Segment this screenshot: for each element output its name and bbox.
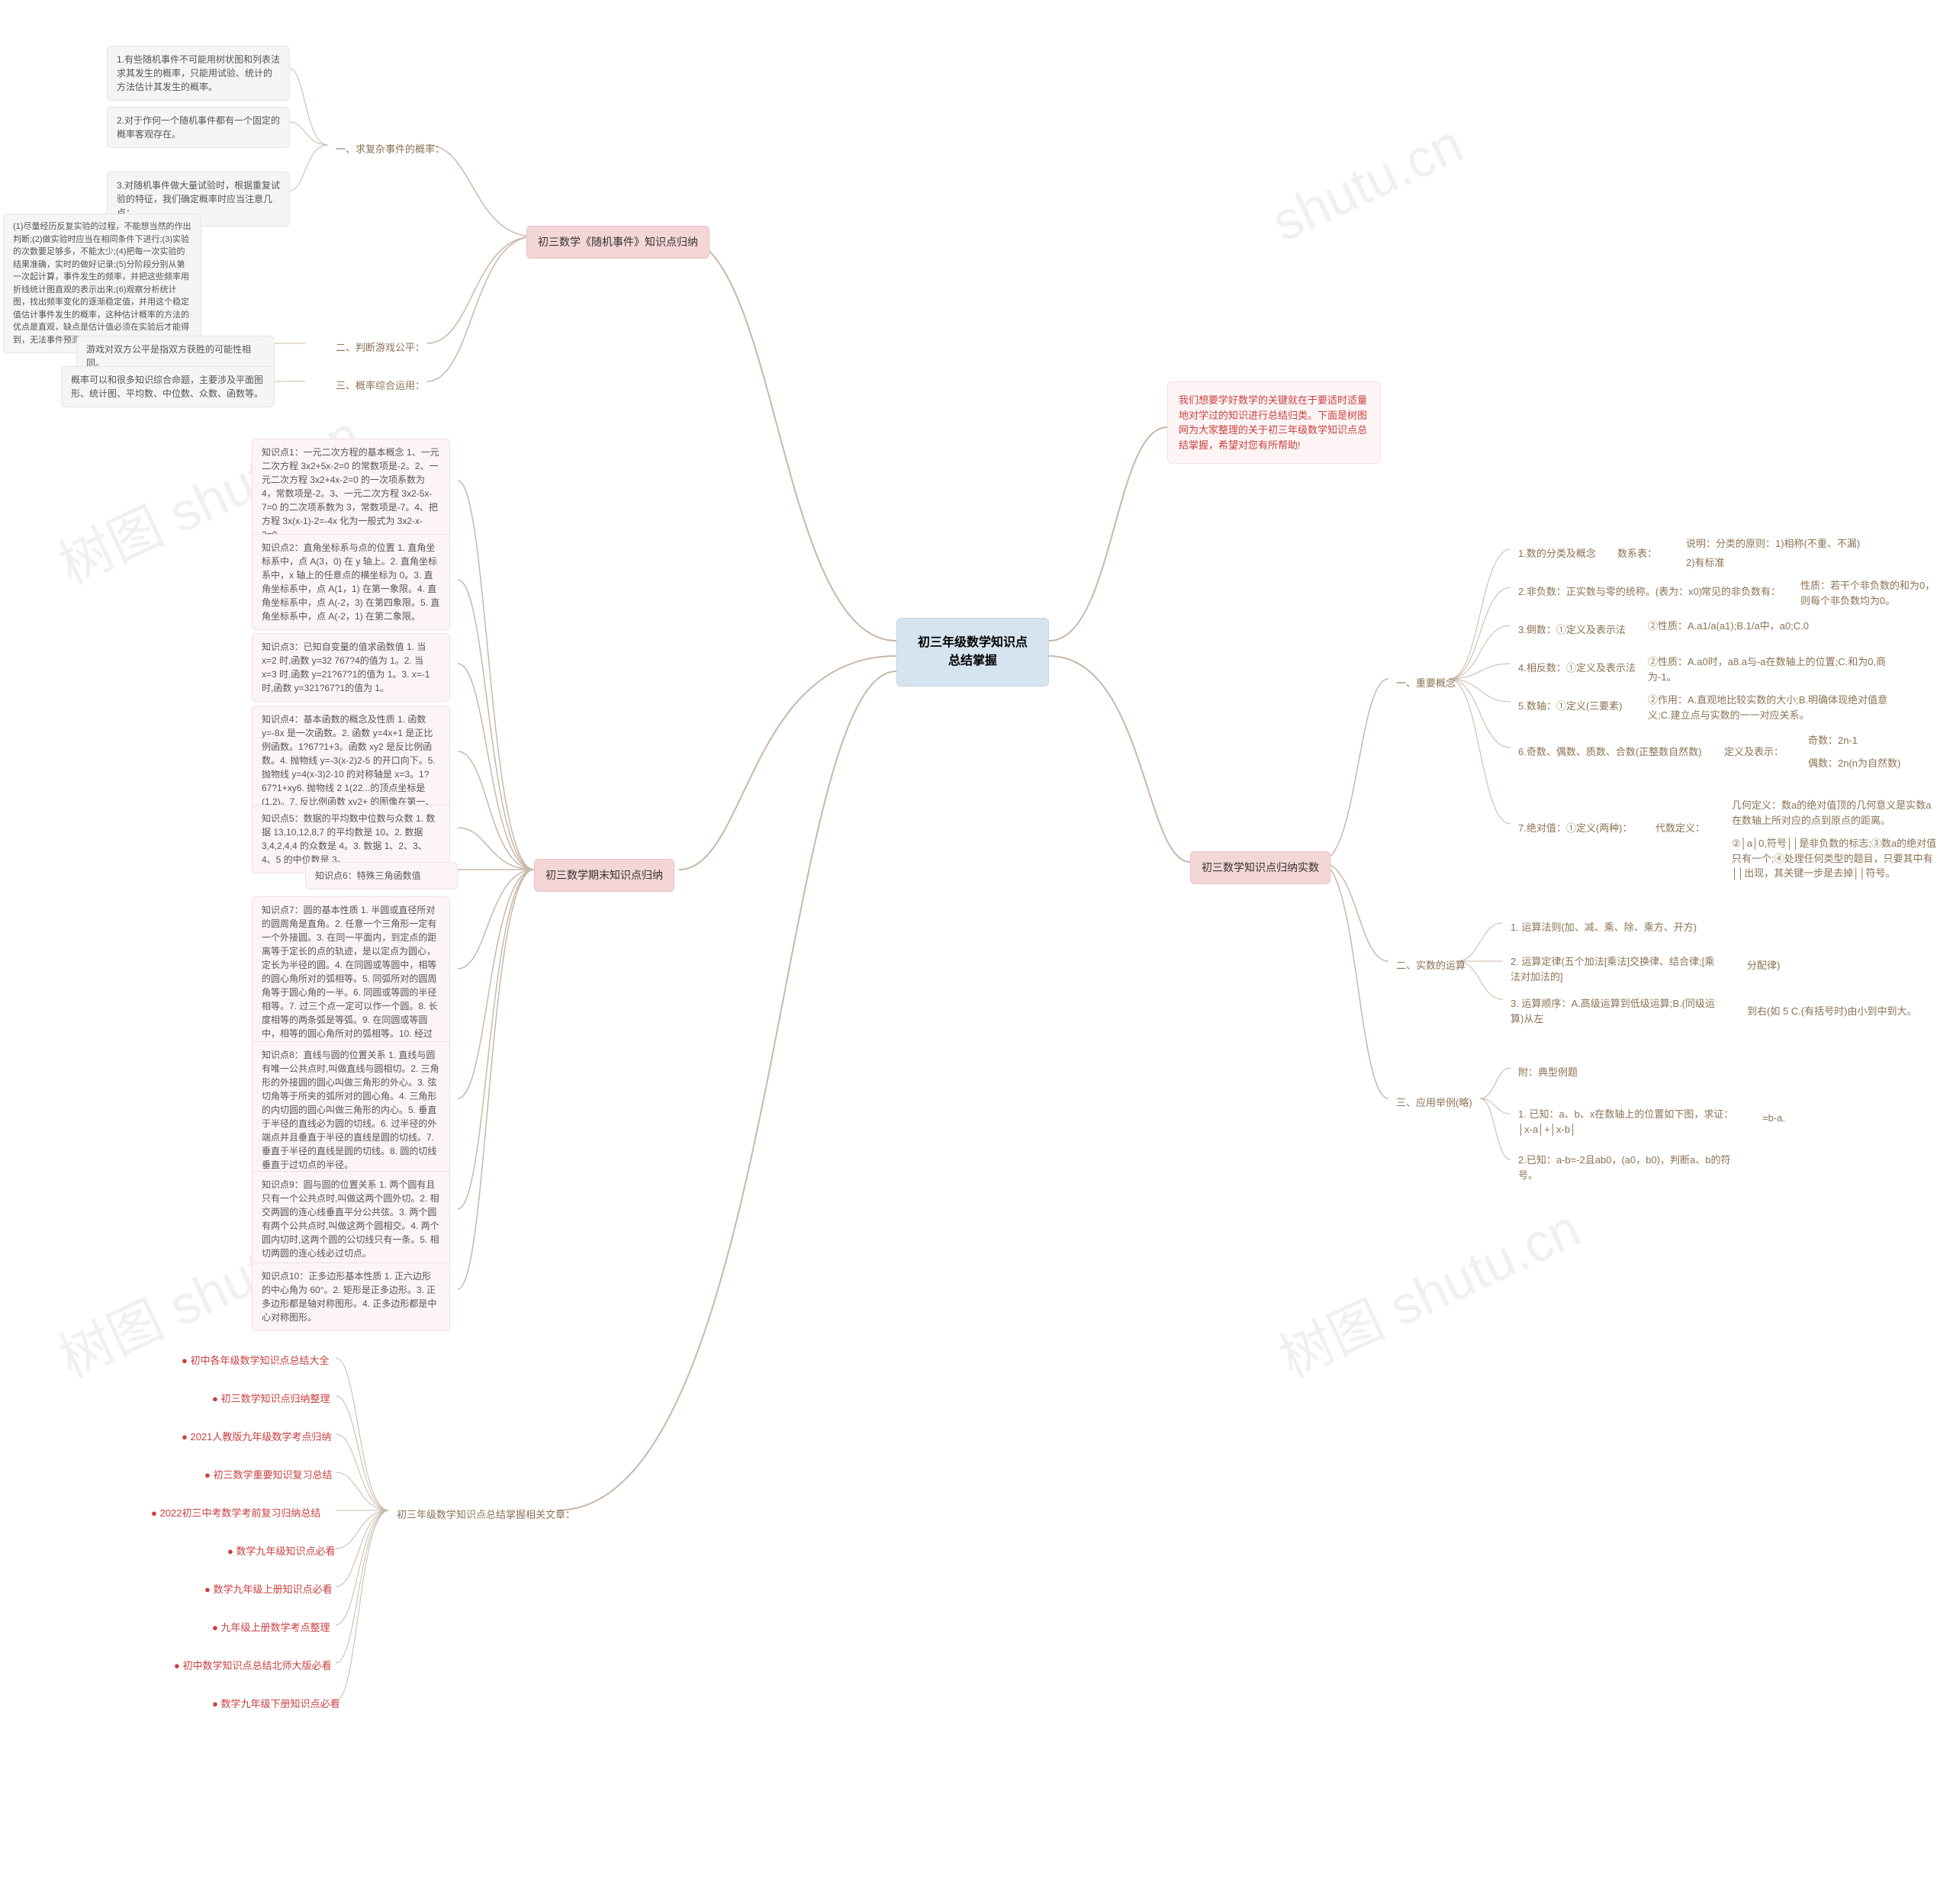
- b3-s1-6a: 定义及表示：: [1717, 740, 1791, 764]
- b1-1-2: 2.对于作何一个随机事件都有一个固定的概率客观存在。: [107, 107, 290, 148]
- b2-k6: 知识点6：特殊三角函数值: [305, 862, 458, 889]
- b3-s1-7: 7.绝对值：①定义(两种)：: [1511, 816, 1640, 841]
- b3-s1-2: 2.非负数：正实数与零的统称。(表为：x0): [1511, 580, 1710, 604]
- b3-s3a: 附：典型例题: [1511, 1060, 1585, 1085]
- b3-s1-7c: ②│a│0,符号││是非负数的标志;③数a的绝对值只有一个;④处理任何类型的题目…: [1724, 831, 1945, 886]
- b1-3-detail: 概率可以和很多知识综合命题，主要涉及平面图形、统计图、平均数、中位数、众数、函数…: [61, 366, 275, 407]
- b3-s2: 二、实数的运算: [1388, 954, 1473, 978]
- b3-s3: 三、应用举例(略): [1388, 1091, 1480, 1115]
- b2-k7: 知识点7：圆的基本性质 1. 半圆或直径所对的圆周角是直角。2. 任意一个三角形…: [252, 896, 450, 1061]
- b3-s1-5a: ②作用：A.直观地比较实数的大小;B.明确体现绝对值意义;C.建立点与实数的一一…: [1640, 688, 1900, 727]
- b3-s2-1: 1. 运算法则(加、减、乘、除、乘方、开方): [1503, 915, 1704, 940]
- link-3[interactable]: 初三数学重要知识复习总结: [198, 1465, 338, 1486]
- b3-s1-2b: 性质：若干个非负数的和为0，则每个非负数均为0。: [1793, 574, 1945, 613]
- b3-s1: 一、重要概念: [1388, 671, 1463, 696]
- b3-s1-3a: ②性质：A.a1/a(a1);B.1/a中，a0;C.0: [1640, 614, 1816, 638]
- link-8[interactable]: 初中数学知识点总结北师大版必看: [168, 1655, 337, 1677]
- b2-k9: 知识点9：圆与圆的位置关系 1. 两个圆有且只有一个公共点时,叫做这两个圆外切。…: [252, 1171, 450, 1267]
- b2-k10: 知识点10：正多边形基本性质 1. 正六边形的中心角为 60°。2. 矩形是正多…: [252, 1262, 450, 1331]
- b1-1-3-detail: (1)尽量经历反复实验的过程，不能想当然的作出判断;(2)做实验时应当在相同条件…: [3, 214, 201, 353]
- b3-s1-4: 4.相反数：①定义及表示法: [1511, 656, 1643, 680]
- b3-s3-1a: =b-a.: [1755, 1106, 1793, 1130]
- b3-s1-4a: ②性质：A.a0时，a8.a与-a在数轴上的位置;C.和为0,商为-1。: [1640, 650, 1900, 689]
- b3-s1-7b: 几何定义：数a的绝对值顶的几何意义是实数a在数轴上所对应的点到原点的距离。: [1724, 793, 1945, 832]
- b3-s1-6c: 偶数：2n(n为自然数): [1800, 751, 1908, 776]
- b3-s1-2a: 常见的非负数有：: [1694, 580, 1788, 604]
- b2-k1: 知识点1：一元二次方程的基本概念 1、一元二次方程 3x2+5x-2=0 的常数…: [252, 439, 450, 548]
- b3-s2-3: 3. 运算顺序：A.高级运算到低级运算;B.(同级运算)从左: [1503, 992, 1732, 1031]
- link-9[interactable]: 数学九年级下册知识点必看: [206, 1693, 346, 1715]
- b3-s3-2: 2.已知：a-b=-2且ab0，(a0，b0)，判断a、b的符号。: [1511, 1148, 1755, 1187]
- watermark: 树图 shutu.cn: [1266, 1186, 1591, 1393]
- link-2[interactable]: 2021人教版九年级数学考点归纳: [175, 1426, 337, 1448]
- b3-s1-6: 6.奇数、偶数、质数、合数(正整数自然数): [1511, 740, 1710, 764]
- link-0[interactable]: 初中各年级数学知识点总结大全: [175, 1350, 335, 1372]
- link-5[interactable]: 数学九年级知识点必看: [221, 1541, 341, 1562]
- b1-section-1: 一、求复杂事件的概率：: [328, 137, 452, 162]
- b1-section-3: 三、概率综合运用：: [328, 374, 433, 398]
- b3-s2-3a: 到右(如 5 C.(有括号时)由小到中到大。: [1739, 999, 1924, 1024]
- intro-text: 我们想要学好数学的关键就在于要适时适量地对学过的知识进行总结归类。下面是树图网为…: [1167, 381, 1381, 464]
- b1-section-2: 二、判断游戏公平：: [328, 336, 433, 360]
- link-1[interactable]: 初三数学知识点归纳整理: [206, 1388, 336, 1410]
- b3-s3-1: 1. 已知：a、b、x在数轴上的位置如下图，求证：│x-a│+│x-b│: [1511, 1102, 1755, 1141]
- branch-real-numbers: 初三数学知识点归纳实数: [1190, 851, 1330, 884]
- b3-s1-5: 5.数轴：①定义(三要素): [1511, 694, 1630, 719]
- b3-s1-1: 1.数的分类及概念: [1511, 542, 1604, 566]
- branch-related-links: 初三年级数学知识点总结掌握相关文章：: [389, 1503, 583, 1527]
- b3-s2-2: 2. 运算定律(五个加法[乘法]交换律、结合律;[乘法对加法的]: [1503, 950, 1732, 989]
- center-title: 初三年级数学知识点总结掌握: [896, 618, 1049, 687]
- b2-k2: 知识点2：直角坐标系与点的位置 1. 直角坐标系中，点 A(3，0) 在 y 轴…: [252, 534, 450, 630]
- link-6[interactable]: 数学九年级上册知识点必看: [198, 1579, 338, 1600]
- b3-s1-1c: 2)有标准: [1678, 551, 1733, 575]
- b3-s1-6b: 奇数：2n-1: [1800, 728, 1865, 753]
- link-7[interactable]: 九年级上册数学考点整理: [206, 1617, 336, 1639]
- b2-k3: 知识点3：已知自变量的值求函数值 1. 当 x=2 时,函数 y=32 767?…: [252, 633, 450, 702]
- branch-random-events: 初三数学《随机事件》知识点归纳: [526, 226, 709, 259]
- b3-s1-7a: 代数定义：: [1648, 816, 1713, 841]
- link-4[interactable]: 2022初三中考数学考前复习归纳总结: [145, 1503, 327, 1524]
- branch-final-exam: 初三数学期末知识点归纳: [534, 859, 674, 892]
- b3-s2-2a: 分配律): [1739, 954, 1787, 978]
- b3-s1-3: 3.倒数：①定义及表示法: [1511, 618, 1633, 642]
- b3-s1-1a: 数系表：: [1610, 542, 1665, 566]
- watermark: shutu.cn: [1263, 113, 1472, 253]
- b2-k8: 知识点8：直线与圆的位置关系 1. 直线与圆有唯一公共点时,叫做直线与圆相切。2…: [252, 1041, 450, 1179]
- b1-1-1: 1.有些随机事件不可能用树状图和列表法求其发生的概率，只能用试验、统计的方法估计…: [107, 46, 290, 101]
